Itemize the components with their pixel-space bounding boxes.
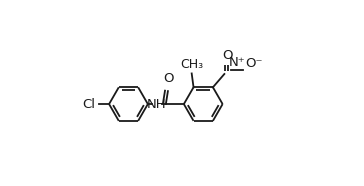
Text: O: O: [163, 72, 173, 85]
Text: CH₃: CH₃: [180, 58, 203, 71]
Text: N⁺: N⁺: [229, 56, 246, 69]
Text: O⁻: O⁻: [245, 57, 263, 70]
Text: O: O: [222, 49, 233, 62]
Text: Cl: Cl: [82, 98, 95, 110]
Text: NH: NH: [147, 98, 167, 110]
